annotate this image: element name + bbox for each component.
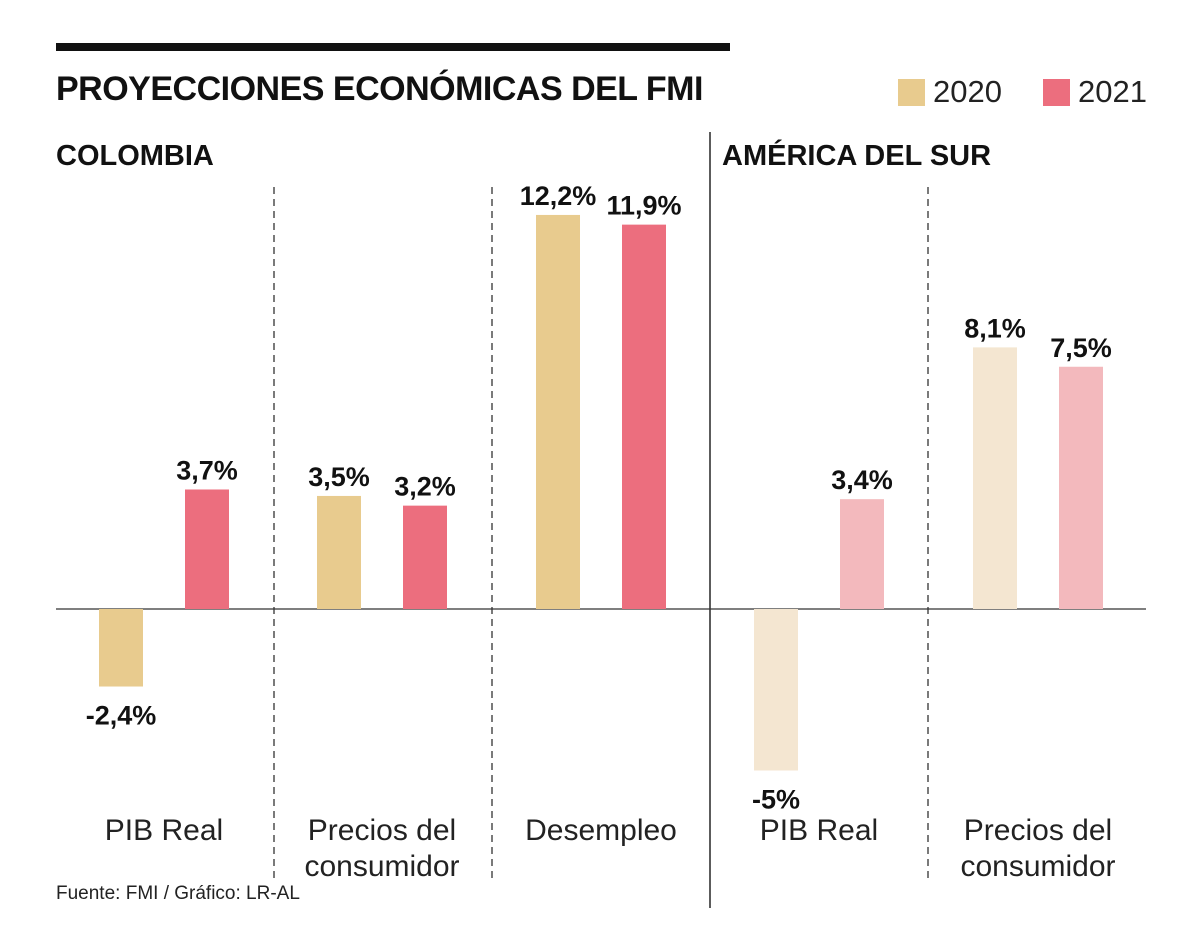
data-label: 12,2%: [520, 181, 597, 211]
bar-colombia-2-2020: [536, 214, 580, 609]
legend-label-2021: 2021: [1078, 74, 1147, 109]
title-rule: [56, 43, 730, 51]
category-label: PIB Real: [760, 814, 878, 847]
chart-title: PROYECCIONES ECONÓMICAS DEL FMI: [56, 70, 703, 108]
category-label: Precios del: [964, 814, 1112, 847]
bar-sur-4-2020: [973, 347, 1017, 609]
data-label: -2,4%: [86, 701, 157, 731]
category-label: Desempleo: [525, 814, 677, 847]
bar-sur-3-2020: [754, 609, 798, 771]
data-label: 8,1%: [964, 313, 1026, 343]
data-label: 3,4%: [831, 465, 893, 495]
data-label: 11,9%: [606, 191, 681, 221]
category-label: consumidor: [960, 850, 1115, 883]
bar-sur-4-2021: [1059, 366, 1103, 609]
bar-sur-3-2021: [840, 499, 884, 609]
bar-colombia-1-2021: [403, 505, 447, 609]
bar-colombia-0-2020: [99, 609, 143, 687]
legend-swatch-2020: [898, 78, 925, 106]
data-label: 3,7%: [176, 455, 238, 485]
data-label: 7,5%: [1050, 333, 1112, 363]
bar-colombia-2-2021: [622, 224, 666, 609]
category-label: PIB Real: [105, 814, 223, 847]
category-label: Precios del: [308, 814, 456, 847]
region-label-america-del-sur: AMÉRICA DEL SUR: [722, 140, 992, 172]
legend-item-2020: 2020: [898, 74, 1002, 110]
data-label: 3,2%: [394, 472, 456, 502]
data-label: -5%: [752, 785, 800, 815]
data-label: 3,5%: [308, 462, 370, 492]
legend-swatch-2021: [1043, 78, 1070, 106]
region-label-colombia: COLOMBIA: [56, 140, 214, 172]
bar-colombia-0-2021: [185, 489, 229, 609]
legend-item-2021: 2021: [1043, 74, 1147, 110]
bar-colombia-1-2020: [317, 495, 361, 609]
legend-label-2020: 2020: [933, 74, 1002, 109]
source-note: Fuente: FMI / Gráfico: LR-AL: [56, 883, 300, 904]
category-label: consumidor: [304, 850, 459, 883]
